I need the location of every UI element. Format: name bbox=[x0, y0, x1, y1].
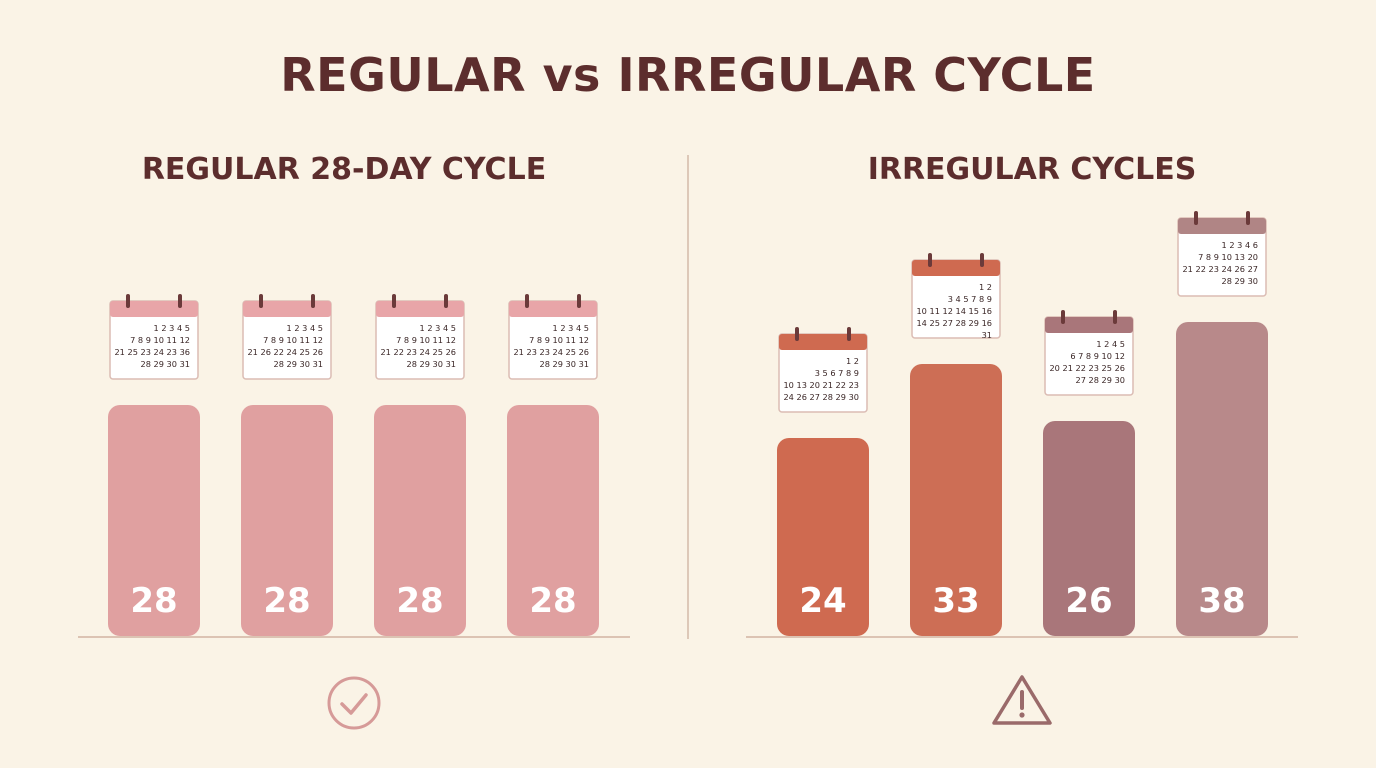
calendar-icon: 1 2 3 4 5 7 8 9 10 11 12 21 26 22 24 25 26… bbox=[242, 294, 332, 380]
calendar-row-text: 1 2 3 4 5 bbox=[420, 323, 456, 333]
calendar-row-text: 21 25 23 24 23 36 bbox=[114, 347, 190, 357]
irregular-bar-value-label: 38 bbox=[1198, 581, 1245, 621]
irregular-bar-value-label: 26 bbox=[1065, 581, 1112, 621]
regular-baseline bbox=[78, 636, 630, 638]
regular-bar-value-label: 28 bbox=[529, 581, 576, 621]
calendar-row-text: 1 2 3 4 5 bbox=[154, 323, 190, 333]
regular-bar-2 bbox=[241, 405, 333, 636]
calendar-row-text: 24 26 27 28 29 30 bbox=[783, 392, 859, 402]
regular-bar-4 bbox=[507, 405, 599, 636]
calendar-row-text: 28 29 30 31 bbox=[274, 359, 323, 369]
calendar-row-text: 7 8 9 10 11 12 bbox=[529, 335, 589, 345]
calendar-icon: 1 2 3 4 6 7 8 9 10 13 20 21 22 23 24 26 27… bbox=[1177, 211, 1267, 297]
calendar-row-text: 7 8 9 10 11 12 bbox=[130, 335, 190, 345]
warning-triangle-icon bbox=[992, 675, 1052, 725]
calendar-row-text: 27 28 29 30 bbox=[1076, 375, 1125, 385]
calendar-row-text: 21 23 23 24 25 26 bbox=[513, 347, 589, 357]
calendar-row-text: 21 22 23 24 25 26 bbox=[380, 347, 456, 357]
regular-bar-3 bbox=[374, 405, 466, 636]
calendar-row-text: 21 26 22 24 25 26 bbox=[247, 347, 323, 357]
calendar-row-text: 1 2 bbox=[846, 356, 859, 366]
regular-bar-value-label: 28 bbox=[130, 581, 177, 621]
calendar-row-text: 31 bbox=[982, 330, 992, 340]
calendar-row-text: 10 13 20 21 22 23 bbox=[783, 380, 859, 390]
calendar-row-text: 7 8 9 10 11 12 bbox=[396, 335, 456, 345]
calendar-row-text: 1 2 3 4 5 bbox=[287, 323, 323, 333]
calendar-row-text: 6 7 8 9 10 12 bbox=[1070, 351, 1125, 361]
calendar-icon: 1 2 3 4 5 7 8 9 10 11 12 14 15 16 14 25 27 … bbox=[911, 253, 1001, 340]
calendar-row-text: 14 25 27 28 29 16 bbox=[916, 318, 992, 328]
regular-bar-value-label: 28 bbox=[263, 581, 310, 621]
calendar-row-text: 1 2 bbox=[979, 282, 992, 292]
calendar-icon: 1 2 3 4 5 7 8 9 10 11 12 21 22 23 24 25 26… bbox=[375, 294, 465, 380]
regular-bar-1 bbox=[108, 405, 200, 636]
regular-bar-value-label: 28 bbox=[396, 581, 443, 621]
calendar-icon: 1 2 3 4 5 7 8 9 10 11 12 21 25 23 24 23 36… bbox=[109, 294, 199, 380]
regular-panel-title: REGULAR 28-DAY CYCLE bbox=[141, 152, 547, 187]
irregular-panel-title: IRREGULAR CYCLES bbox=[867, 152, 1197, 187]
calendar-row-text: 1 2 4 5 bbox=[1096, 339, 1125, 349]
panel-divider bbox=[687, 155, 689, 639]
irregular-bar-1 bbox=[777, 438, 869, 636]
calendar-icon: 1 2 4 5 6 7 8 9 10 12 20 21 22 23 25 26 27 … bbox=[1044, 310, 1134, 396]
calendar-row-text: 28 29 30 31 bbox=[540, 359, 589, 369]
irregular-bars-group: 24 1 2 3 5 6 7 8 9 10 13 20 21 22 23 24 26 2… bbox=[777, 211, 1268, 636]
irregular-baseline bbox=[746, 636, 1298, 638]
calendar-row-text: 1 2 3 4 6 bbox=[1222, 240, 1258, 250]
checkmark-circle-icon bbox=[327, 676, 381, 730]
calendar-row-text: 28 29 30 bbox=[1222, 276, 1258, 286]
irregular-bar-3 bbox=[1043, 421, 1135, 636]
calendar-row-text: 3 5 6 7 8 9 bbox=[815, 368, 859, 378]
calendar-row-text: 28 29 30 31 bbox=[141, 359, 190, 369]
calendar-row-text: 3 4 5 7 8 9 bbox=[948, 294, 992, 304]
irregular-bar-2 bbox=[910, 364, 1002, 636]
calendar-row-text: 20 21 22 23 25 26 bbox=[1049, 363, 1125, 373]
page-title: REGULAR vs IRREGULAR CYCLE bbox=[280, 48, 1096, 102]
irregular-bar-4 bbox=[1176, 322, 1268, 636]
calendar-row-text: 7 8 9 10 11 12 bbox=[263, 335, 323, 345]
irregular-bar-value-label: 33 bbox=[932, 581, 979, 621]
calendar-row-text: 10 11 12 14 15 16 bbox=[916, 306, 992, 316]
calendar-row-text: 1 2 3 4 5 bbox=[553, 323, 589, 333]
regular-bars-group: 28 1 2 3 4 5 7 8 9 10 11 12 21 25 23 24 23 … bbox=[108, 294, 599, 636]
calendar-row-text: 28 29 30 31 bbox=[407, 359, 456, 369]
calendar-icon: 1 2 3 5 6 7 8 9 10 13 20 21 22 23 24 26 27 … bbox=[778, 327, 868, 413]
irregular-bar-value-label: 24 bbox=[799, 581, 846, 621]
calendar-icon: 1 2 3 4 5 7 8 9 10 11 12 21 23 23 24 25 26… bbox=[508, 294, 598, 380]
calendar-row-text: 21 22 23 24 26 27 bbox=[1182, 264, 1258, 274]
calendar-row-text: 7 8 9 10 13 20 bbox=[1198, 252, 1258, 262]
